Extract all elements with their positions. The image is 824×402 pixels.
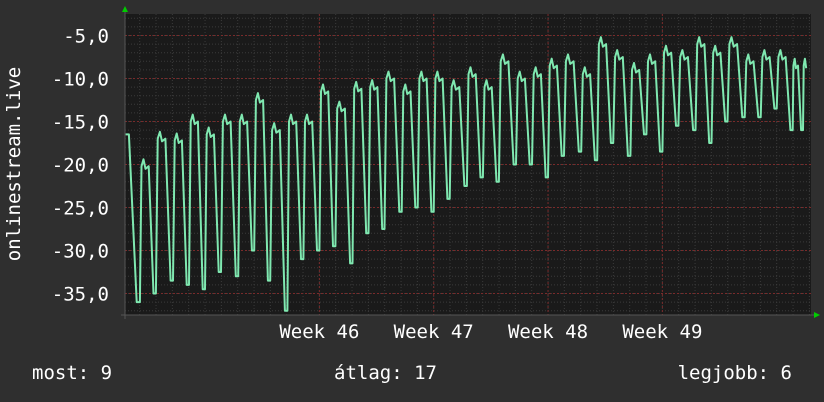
y-axis-arrow [122, 6, 128, 12]
y-tick-label: -10,0 [52, 69, 109, 91]
y-tick-label: -25,0 [52, 198, 109, 220]
y-tick-label: -20,0 [52, 155, 109, 177]
x-tick-label: Week 46 [279, 321, 359, 343]
y-tick-label: -30,0 [52, 241, 109, 263]
stat-average: átlag: 17 [334, 362, 437, 384]
series-layer [125, 36, 808, 312]
y-tick-label: -35,0 [52, 284, 109, 306]
x-tick-labels: Week 46 Week 47 Week 48 Week 49 [279, 321, 702, 343]
x-axis-arrow [814, 312, 820, 318]
stat-current: most: 9 [32, 362, 113, 384]
stat-best: legjobb: 6 [677, 362, 792, 384]
x-tick-label: Week 47 [394, 321, 474, 343]
y-axis-label: onlinestream.live [3, 67, 25, 261]
x-tick-label: Week 48 [508, 321, 588, 343]
y-tick-label: -15,0 [52, 112, 109, 134]
y-tick-label: -5,0 [63, 26, 109, 48]
axes [121, 6, 820, 319]
series-line [125, 36, 808, 312]
x-tick-label: Week 49 [622, 321, 702, 343]
y-tick-labels: -5,0 -10,0 -15,0 -20,0 -25,0 -30,0 -35,0 [52, 26, 109, 306]
